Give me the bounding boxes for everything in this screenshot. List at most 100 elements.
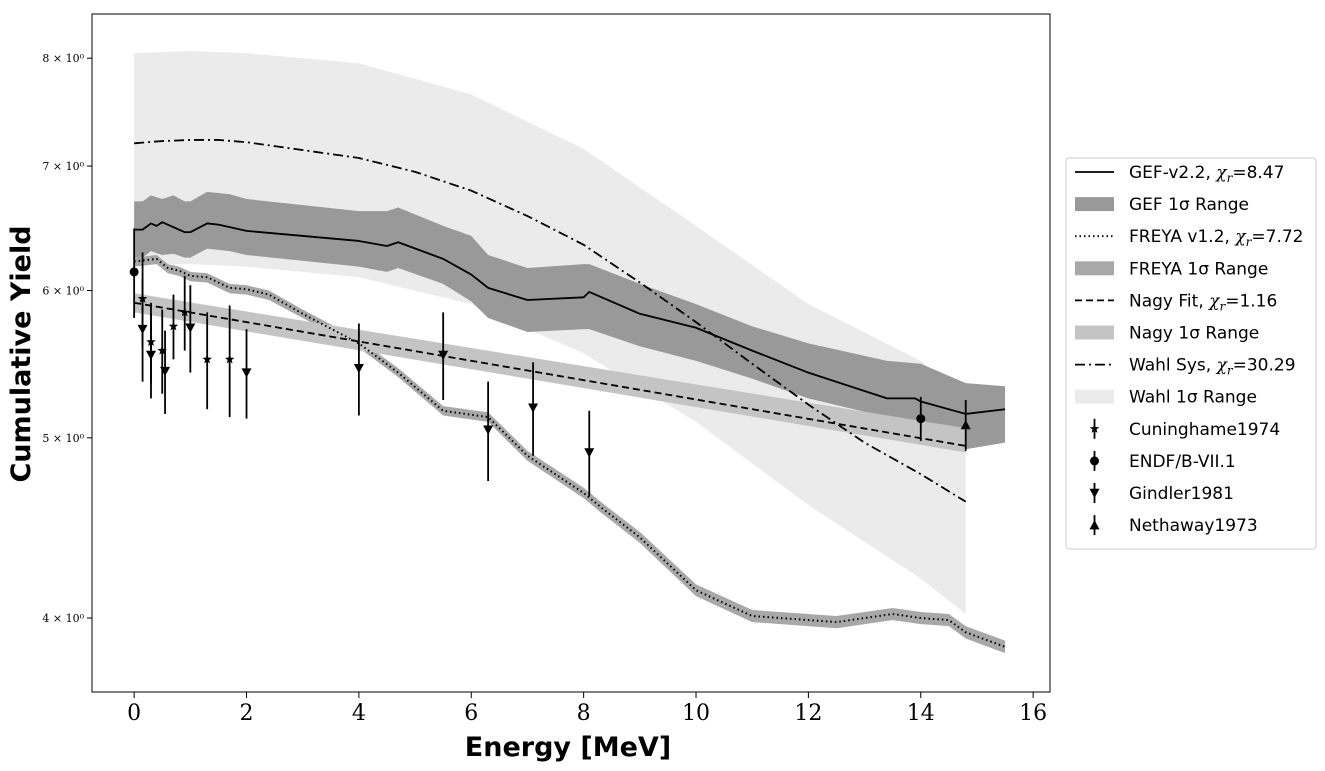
series-line-wahl-sys xyxy=(134,139,967,503)
x-tick-label: 16 xyxy=(1019,701,1047,726)
marker-triangle-up xyxy=(960,419,971,430)
marker-triangle-down xyxy=(137,324,148,335)
legend-entry: Nagy 1σ Range xyxy=(1075,324,1259,344)
x-tick-label: 6 xyxy=(464,701,478,726)
x-tick-label: 10 xyxy=(682,701,710,726)
y-tick-label: 8 × 10⁰ xyxy=(42,52,84,65)
legend-label: Nagy Fit, χr=1.16 xyxy=(1129,291,1277,313)
point-marker xyxy=(137,324,148,335)
legend-entry: Nagy Fit, χr=1.16 xyxy=(1075,291,1277,313)
x-axis: 0 2 4 6 8 10 12 14 16 xyxy=(127,692,1047,726)
point-marker xyxy=(185,323,196,333)
x-tick-label: 0 xyxy=(127,701,141,726)
marker-star xyxy=(179,307,190,317)
marker-triangle-up xyxy=(1089,520,1100,530)
legend-label: GEF 1σ Range xyxy=(1129,195,1249,215)
legend-patch-swatch xyxy=(1075,197,1114,212)
data-point-gindler1981 xyxy=(353,323,364,416)
marker-triangle-down xyxy=(1089,488,1100,498)
legend-entry: Wahl 1σ Range xyxy=(1075,388,1257,408)
x-axis-label: Energy [MeV] xyxy=(465,732,671,763)
band-nagy-1-range xyxy=(134,293,966,453)
band-gef-1-range xyxy=(134,191,1006,450)
marker-triangle-down xyxy=(438,350,449,360)
data-point-gindler1981 xyxy=(185,285,196,373)
x-tick-label: 14 xyxy=(907,701,935,726)
data-point-endf-b-vii-1 xyxy=(916,396,926,442)
data-point-cuninghame1974 xyxy=(202,312,212,410)
point-marker xyxy=(584,448,595,458)
series-line-nagy-fit xyxy=(133,301,966,447)
lines-layer xyxy=(133,139,1006,648)
legend-label: Cuninghame1974 xyxy=(1129,420,1280,440)
legend-patch-swatch xyxy=(1075,261,1114,276)
data-point-endf-b-vii-1 xyxy=(129,228,139,318)
marker-triangle-down xyxy=(584,448,595,458)
y-tick-label: 7 × 10⁰ xyxy=(42,160,84,173)
bands-layer xyxy=(134,51,1006,654)
marker-star xyxy=(1089,423,1100,433)
legend-marker xyxy=(1089,423,1100,433)
legend-label: Gindler1981 xyxy=(1129,484,1234,504)
legend-label: GEF-v2.2, χr=8.47 xyxy=(1129,163,1284,185)
data-point-gindler1981 xyxy=(160,330,171,414)
data-point-gindler1981 xyxy=(438,312,449,400)
legend-entry: FREYA v1.2, χr=7.72 xyxy=(1075,227,1304,249)
y-tick-label: 4 × 10⁰ xyxy=(42,612,84,625)
plot-frame xyxy=(91,13,1051,693)
y-axis: 4 × 10⁰ 5 × 10⁰ 6 × 10⁰ 7 × 10⁰ 8 × 10⁰ xyxy=(42,52,92,625)
legend-entry: Cuninghame1974 xyxy=(1089,418,1280,440)
marker-triangle-down xyxy=(160,366,171,377)
point-marker xyxy=(241,368,252,378)
legend-entry: GEF 1σ Range xyxy=(1075,195,1249,215)
marker-circle xyxy=(916,414,926,424)
point-marker xyxy=(438,350,449,360)
y-tick-label: 5 × 10⁰ xyxy=(42,432,84,445)
points-layer xyxy=(129,228,971,497)
legend-patch-swatch xyxy=(1075,325,1114,340)
legend-label: Nethaway1973 xyxy=(1129,516,1258,536)
marker-triangle-down xyxy=(353,363,364,374)
data-point-cuninghame1974 xyxy=(157,309,167,394)
data-point-nethaway1973 xyxy=(960,399,971,451)
data-point-cuninghame1974 xyxy=(179,275,190,351)
data-point-cuninghame1974 xyxy=(168,294,179,360)
legend: GEF-v2.2, χr=8.47 GEF 1σ Range FREYA v1.2,… xyxy=(1065,157,1317,550)
marker-triangle-down xyxy=(483,425,494,435)
point-marker xyxy=(960,419,971,430)
marker-star xyxy=(224,354,235,364)
point-marker xyxy=(179,307,190,317)
legend-marker xyxy=(1089,520,1100,530)
legend-label: Wahl 1σ Range xyxy=(1129,388,1257,408)
legend-marker xyxy=(1090,456,1099,466)
point-marker xyxy=(353,363,364,374)
marker-triangle-down xyxy=(185,323,196,333)
data-point-gindler1981 xyxy=(241,329,252,419)
point-marker xyxy=(528,403,539,413)
data-point-gindler1981 xyxy=(145,313,156,399)
legend-patch-swatch xyxy=(1075,389,1114,404)
data-point-gindler1981 xyxy=(528,362,539,456)
marker-circle xyxy=(1090,456,1099,466)
legend-frame xyxy=(1065,157,1317,550)
legend-label: FREYA 1σ Range xyxy=(1129,259,1268,279)
point-marker xyxy=(224,354,235,364)
band-freya-1-range xyxy=(134,255,1006,654)
series-line-gef-v2-2 xyxy=(134,221,1006,415)
point-marker xyxy=(157,345,167,355)
legend-entry: Gindler1981 xyxy=(1089,483,1234,504)
marker-triangle-down xyxy=(145,350,156,360)
y-axis-label: Cumulative Yield xyxy=(6,225,37,482)
x-tick-label: 12 xyxy=(794,701,822,726)
point-marker xyxy=(168,321,179,331)
point-marker xyxy=(202,354,212,364)
legend-label: FREYA v1.2, χr=7.72 xyxy=(1129,227,1304,249)
band-wahl-1-range xyxy=(134,51,966,615)
data-point-gindler1981 xyxy=(137,279,148,382)
legend-entry: ENDF/B-VII.1 xyxy=(1090,450,1236,472)
legend-entry: GEF-v2.2, χr=8.47 xyxy=(1075,163,1284,185)
x-tick-label: 8 xyxy=(577,701,591,726)
x-tick-label: 2 xyxy=(240,701,254,726)
point-marker xyxy=(129,267,139,277)
